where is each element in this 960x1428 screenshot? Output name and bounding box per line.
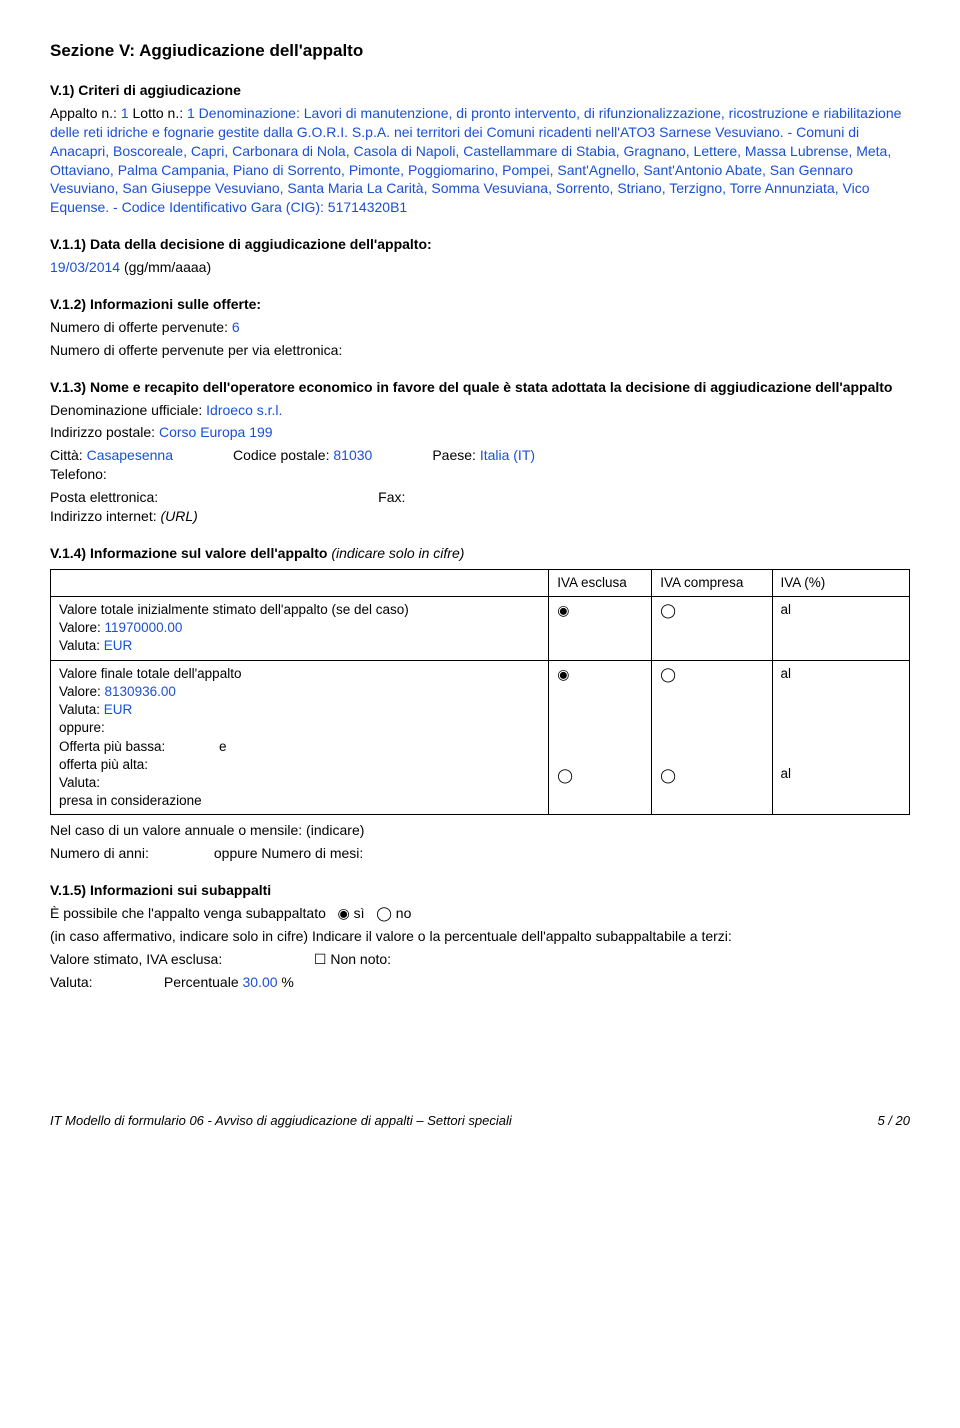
v11-title: V.1.1) Data della decisione di aggiudica…	[50, 235, 910, 254]
value-label: Valore:	[59, 684, 105, 699]
url-note: (URL)	[161, 508, 198, 524]
decision-date: 19/03/2014	[50, 259, 120, 275]
estimated-value-label: Valore stimato, IVA esclusa:	[50, 950, 310, 969]
official-name-value: Idroeco s.r.l.	[206, 402, 282, 418]
checkbox-empty-icon[interactable]: ☐	[314, 951, 327, 967]
decision-date-format: (gg/mm/aaaa)	[120, 259, 211, 275]
value-label: Valore:	[59, 620, 105, 635]
postal-address-label: Indirizzo postale:	[50, 424, 159, 440]
radio-off-icon[interactable]: ◯	[660, 602, 676, 618]
v14-title-note: (indicare solo in cifre)	[331, 545, 464, 561]
valuta-label: Valuta:	[59, 638, 104, 653]
fax-label: Fax:	[378, 488, 405, 507]
appalto-label: Appalto n.:	[50, 105, 121, 121]
official-name-label: Denominazione ufficiale:	[50, 402, 206, 418]
v12-title: V.1.2) Informazioni sulle offerte:	[50, 295, 910, 314]
denominazione-n: 1 Denominazione:	[187, 105, 304, 121]
valuta-label: Valuta:	[59, 775, 100, 790]
subcontract-note: (in caso affermativo, indicare solo in c…	[50, 927, 910, 946]
al-text: al	[781, 766, 792, 781]
annual-monthly-label: Nel caso di un valore annuale o mensile:…	[50, 821, 910, 840]
denominazione-text: Lavori di manutenzione, di pronto interv…	[50, 105, 901, 215]
footer-page: 5 / 20	[877, 1112, 910, 1130]
subcontract-question: È possibile che l'appalto venga subappal…	[50, 905, 326, 921]
lotto-label: Lotto n.:	[129, 105, 187, 121]
non-noto-label: Non noto:	[330, 951, 391, 967]
city-label: Città:	[50, 447, 87, 463]
offers-count-label: Numero di offerte pervenute:	[50, 319, 232, 335]
final-currency: EUR	[104, 702, 133, 717]
offers-count-value: 6	[232, 319, 240, 335]
months-label: oppure Numero di mesi:	[214, 845, 363, 861]
radio-on-icon[interactable]: ◉	[338, 905, 350, 921]
section-v-title: Sezione V: Aggiudicazione dell'appalto	[50, 40, 910, 63]
initial-estimate-label: Valore totale inizialmente stimato dell'…	[59, 602, 409, 617]
v14-title: V.1.4) Informazione sul valore dell'appa…	[50, 544, 910, 563]
phone-label: Telefono:	[50, 465, 910, 484]
col-iva-pct: IVA (%)	[772, 569, 909, 596]
percentuale-label: Percentuale	[164, 974, 243, 990]
table-row: Valore finale totale dell'appalto Valore…	[51, 660, 910, 815]
appalto-n-value: 1	[121, 105, 129, 121]
no-label: no	[396, 905, 412, 921]
initial-estimate-currency: EUR	[104, 638, 133, 653]
final-value: 8130936.00	[105, 684, 176, 699]
percentuale-suffix: %	[278, 974, 294, 990]
valuta-label: Valuta:	[59, 702, 104, 717]
oppure-label: oppure:	[59, 720, 105, 735]
highest-offer-label: offerta più alta:	[59, 757, 148, 772]
si-label: sì	[354, 905, 365, 921]
radio-off-icon[interactable]: ◯	[660, 666, 676, 682]
table-row: Valore totale inizialmente stimato dell'…	[51, 596, 910, 660]
col-iva-compresa: IVA compresa	[652, 569, 772, 596]
country-label: Paese:	[432, 447, 479, 463]
value-table: IVA esclusa IVA compresa IVA (%) Valore …	[50, 569, 910, 816]
e-label: e	[219, 739, 227, 754]
final-value-label: Valore finale totale dell'appalto	[59, 666, 241, 681]
initial-estimate-value: 11970000.00	[105, 620, 183, 635]
col-iva-esclusa: IVA esclusa	[549, 569, 652, 596]
percentuale-value: 30.00	[243, 974, 278, 990]
v15-title: V.1.5) Informazioni sui subappalti	[50, 881, 910, 900]
offers-electronic-label: Numero di offerte pervenute per via elet…	[50, 341, 910, 360]
url-label: Indirizzo internet:	[50, 508, 161, 524]
lowest-offer-label: Offerta più bassa:	[59, 738, 219, 756]
appalto-block: Appalto n.: 1 Lotto n.: 1 Denominazione:…	[50, 104, 910, 217]
v1-title: V.1) Criteri di aggiudicazione	[50, 81, 910, 100]
radio-off-icon[interactable]: ◯	[557, 767, 573, 783]
presa-label: presa in considerazione	[59, 793, 202, 808]
valuta-label: Valuta:	[50, 973, 160, 992]
footer-left: IT Modello di formulario 06 - Avviso di …	[50, 1112, 512, 1130]
radio-off-icon[interactable]: ◯	[376, 905, 392, 921]
v13-title: V.1.3) Nome e recapito dell'operatore ec…	[50, 378, 910, 397]
email-label: Posta elettronica:	[50, 488, 158, 507]
postal-code-label: Codice postale:	[233, 447, 333, 463]
city-value: Casapesenna	[87, 447, 173, 463]
country-value: Italia (IT)	[480, 447, 535, 463]
al-text: al	[781, 602, 792, 617]
radio-on-icon[interactable]: ◉	[557, 602, 569, 618]
page-footer: IT Modello di formulario 06 - Avviso di …	[50, 1112, 910, 1130]
postal-code-value: 81030	[333, 447, 372, 463]
radio-off-icon[interactable]: ◯	[660, 767, 676, 783]
years-label: Numero di anni:	[50, 844, 210, 863]
postal-address-value: Corso Europa 199	[159, 424, 273, 440]
radio-on-icon[interactable]: ◉	[557, 666, 569, 682]
al-text: al	[781, 666, 792, 681]
